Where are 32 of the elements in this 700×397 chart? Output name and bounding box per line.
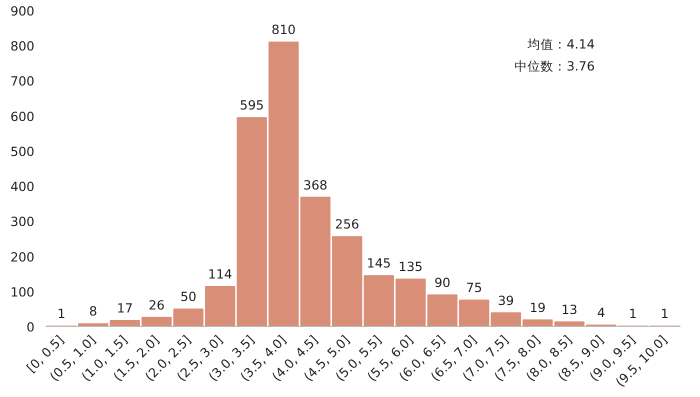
data-label: 17 [116, 300, 133, 316]
data-label: 595 [240, 98, 264, 113]
data-label: 39 [498, 292, 514, 308]
y-tick-label: 500 [10, 144, 35, 159]
y-tick-label: 400 [10, 179, 35, 194]
y-tick-label: 200 [10, 249, 35, 264]
y-tick-label: 0 [26, 320, 35, 334]
y-tick-label: 900 [10, 4, 35, 18]
data-label: 75 [466, 280, 482, 296]
data-label: 1 [628, 306, 637, 322]
y-tick-label: 800 [10, 38, 35, 54]
data-label: 114 [208, 266, 232, 282]
data-label: 1 [660, 306, 669, 322]
data-label: 19 [530, 300, 546, 315]
annotation: 中位数：3.76 [514, 58, 595, 74]
data-label: 26 [148, 297, 165, 312]
y-tick-label: 100 [10, 284, 35, 300]
data-label: 4 [597, 305, 606, 320]
data-label: 1 [57, 306, 66, 322]
data-label: 256 [335, 216, 360, 232]
data-label: 50 [180, 288, 196, 304]
y-tick-label: 700 [10, 74, 35, 89]
y-tick-label: 300 [10, 214, 35, 230]
annotation: 均值：4.14 [526, 36, 595, 52]
data-label: 13 [561, 302, 578, 317]
data-label: 810 [272, 22, 296, 38]
y-tick-label: 600 [10, 108, 35, 124]
data-label: 90 [434, 274, 450, 290]
data-label: 8 [89, 304, 98, 319]
data-label: 135 [398, 259, 423, 274]
data-label: 368 [303, 177, 328, 192]
data-label: 145 [366, 256, 391, 271]
